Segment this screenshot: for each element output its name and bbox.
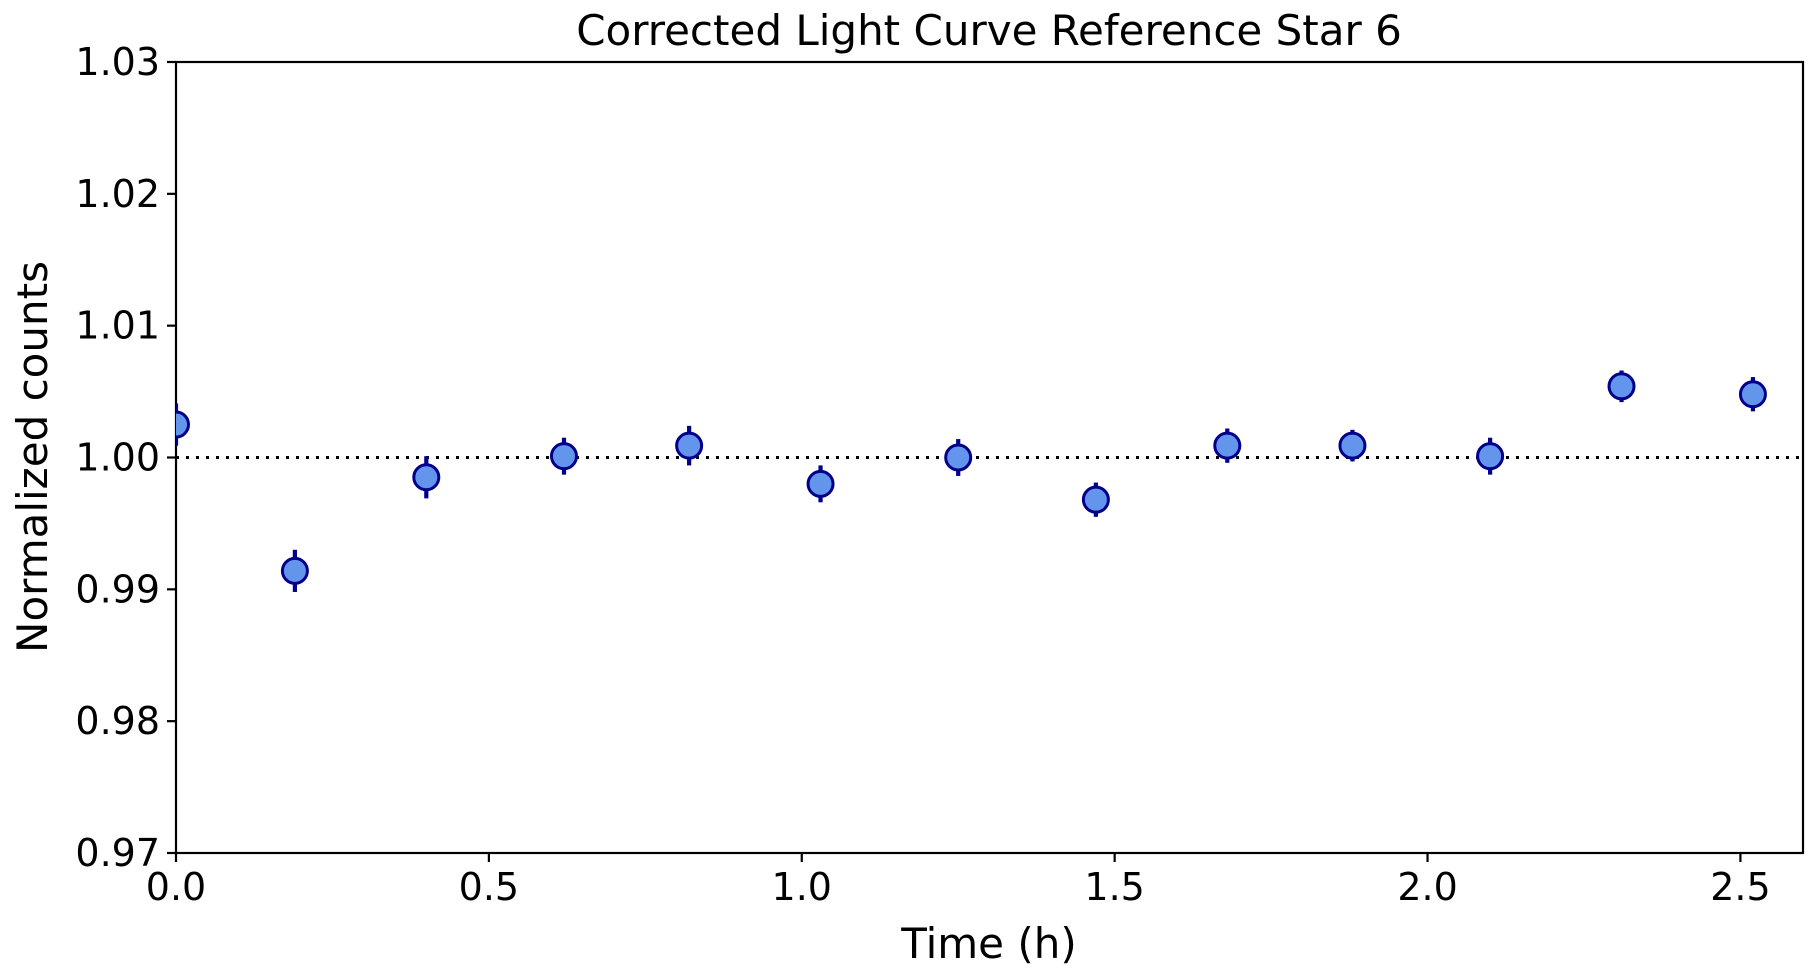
y-tick-label: 0.97	[75, 831, 160, 875]
data-point	[806, 469, 835, 498]
data-point	[675, 431, 704, 460]
y-axis-label: Normalized counts	[8, 261, 57, 653]
x-axis-label: Time (h)	[900, 919, 1077, 968]
data-point	[1476, 442, 1505, 471]
y-tick-label: 0.99	[75, 567, 160, 611]
x-tick-label: 0.0	[146, 865, 206, 909]
y-tick-label: 1.02	[75, 172, 160, 216]
y-tick-label: 0.98	[75, 699, 160, 743]
y-tick-label: 1.00	[75, 436, 160, 480]
data-point	[1081, 485, 1110, 514]
data-layer	[176, 370, 1803, 592]
data-point	[944, 443, 973, 472]
chart-title: Corrected Light Curve Reference Star 6	[576, 6, 1402, 55]
data-point	[412, 463, 441, 492]
data-point	[1338, 431, 1367, 460]
x-tick-label: 1.5	[1084, 865, 1144, 909]
x-tick-label: 2.0	[1397, 865, 1457, 909]
x-tick-label: 2.5	[1710, 865, 1770, 909]
data-point	[1607, 372, 1636, 401]
x-tick-label: 1.0	[772, 865, 832, 909]
data-point	[176, 410, 190, 439]
axes-layer: 0.0 0.5 1.0 1.5 2.0 2.5 0.97 0.98 0.99 1.00 1.01 1.…	[75, 40, 1805, 909]
data-point	[549, 442, 578, 471]
y-tick-label: 1.03	[75, 40, 160, 84]
y-tick-label: 1.01	[75, 304, 160, 348]
x-tick-label: 0.5	[459, 865, 519, 909]
data-point	[1213, 431, 1242, 460]
data-point	[1738, 380, 1767, 409]
data-point	[280, 556, 309, 585]
